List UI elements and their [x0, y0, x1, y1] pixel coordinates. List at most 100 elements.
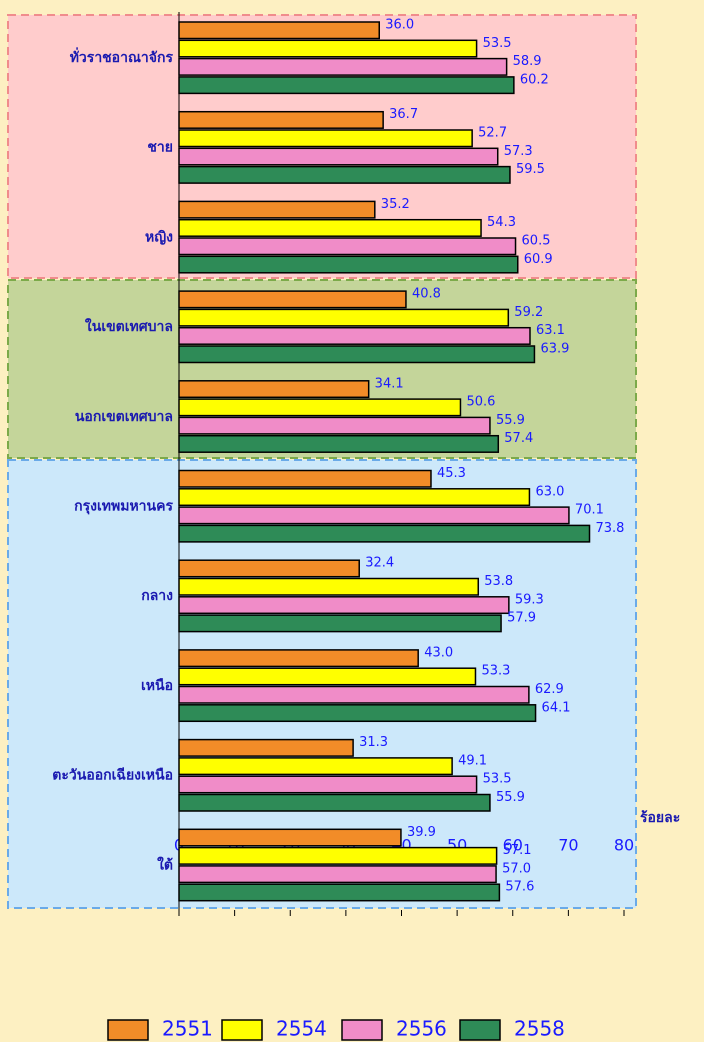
bar	[178, 21, 380, 40]
value-label: 58.9	[513, 54, 542, 69]
value-label: 53.5	[483, 772, 512, 787]
legend-label: 2551	[162, 1017, 213, 1041]
legend-swatch	[459, 1019, 501, 1041]
x-axis-label: ร้อยละ	[640, 810, 680, 826]
bar	[178, 345, 536, 364]
bar	[178, 110, 384, 129]
bar	[178, 380, 370, 399]
value-label: 57.9	[507, 611, 536, 626]
bar	[178, 828, 402, 847]
value-label: 34.1	[375, 376, 404, 391]
bar	[178, 237, 517, 256]
bar	[178, 469, 432, 488]
bar	[178, 39, 478, 58]
bar	[178, 506, 570, 525]
value-label: 39.9	[407, 825, 436, 840]
value-label: 57.3	[504, 144, 533, 159]
bar	[178, 488, 531, 507]
category-label: ชาย	[147, 140, 173, 156]
value-label: 73.8	[596, 521, 625, 536]
bar	[178, 577, 480, 596]
legend-label: 2558	[514, 1017, 565, 1041]
bar	[178, 255, 519, 274]
bar	[178, 685, 530, 704]
legend-swatch	[341, 1019, 383, 1041]
value-label: 64.1	[542, 700, 571, 715]
value-label: 31.3	[359, 735, 388, 750]
category-label: ในเขตเทศบาล	[85, 317, 173, 335]
category-label: ใต้	[157, 855, 173, 873]
category-label: นอกเขตเทศบาล	[75, 409, 173, 425]
value-label: 53.3	[481, 664, 510, 679]
value-label: 55.9	[496, 790, 525, 805]
bar	[178, 129, 473, 148]
legend-swatch	[221, 1019, 263, 1041]
category-label: เหนือ	[141, 678, 173, 694]
bar	[178, 398, 462, 417]
value-label: 45.3	[437, 466, 466, 481]
bar	[178, 416, 491, 435]
x-tick-label: 70	[558, 836, 578, 855]
value-label: 36.7	[389, 107, 418, 122]
value-label: 57.6	[505, 880, 534, 895]
x-tick-label: 60	[503, 836, 523, 855]
legend-swatch	[107, 1019, 149, 1041]
value-label: 57.0	[502, 861, 531, 876]
bar	[178, 524, 591, 543]
bar	[178, 434, 500, 453]
value-label: 49.1	[458, 753, 487, 768]
bar	[178, 846, 498, 865]
bar	[178, 596, 510, 615]
value-label: 63.0	[535, 484, 564, 499]
value-label: 52.7	[478, 126, 507, 141]
category-label: ทั่วราชอาณาจักร	[70, 47, 174, 66]
legend-label: 2556	[396, 1017, 447, 1041]
value-label: 59.5	[516, 162, 545, 177]
category-label: กรุงเทพมหานคร	[74, 499, 173, 515]
bar	[178, 649, 419, 668]
category-label: ตะวันออกเฉียงเหนือ	[52, 768, 173, 784]
bar	[178, 218, 482, 237]
value-label: 59.3	[515, 592, 544, 607]
value-label: 63.1	[536, 323, 565, 338]
value-label: 54.3	[487, 215, 516, 230]
value-label: 55.9	[496, 413, 525, 428]
bar	[178, 326, 531, 345]
bar	[178, 883, 501, 902]
category-label: กลาง	[141, 588, 173, 604]
bar	[178, 200, 376, 219]
x-tick-label: 80	[614, 836, 634, 855]
bar	[178, 308, 510, 327]
value-label: 63.9	[540, 342, 569, 357]
value-label: 36.0	[385, 18, 414, 33]
value-label: 60.2	[520, 72, 549, 87]
value-label: 40.8	[412, 287, 441, 302]
bar	[178, 147, 499, 166]
value-label: 43.0	[424, 645, 453, 660]
value-label: 60.5	[522, 234, 551, 249]
bar	[178, 667, 477, 686]
bar	[178, 559, 360, 578]
bar	[178, 614, 502, 633]
value-label: 53.8	[484, 574, 513, 589]
bar	[178, 57, 508, 76]
value-label: 60.9	[524, 252, 553, 267]
bar	[178, 165, 511, 184]
bar	[178, 290, 407, 309]
bar	[178, 757, 453, 776]
bar	[178, 865, 497, 884]
value-label: 59.2	[514, 305, 543, 320]
bar	[178, 793, 491, 812]
legend-label: 2554	[276, 1017, 327, 1041]
value-label: 32.4	[365, 556, 394, 571]
value-label: 57.1	[503, 843, 532, 858]
value-label: 57.4	[504, 431, 533, 446]
category-label: หญิง	[145, 229, 173, 245]
bar	[178, 775, 478, 794]
bar	[178, 76, 515, 95]
value-label: 53.5	[483, 36, 512, 51]
value-label: 70.1	[575, 503, 604, 518]
bar	[178, 738, 354, 757]
value-label: 50.6	[466, 395, 495, 410]
value-label: 35.2	[381, 197, 410, 212]
